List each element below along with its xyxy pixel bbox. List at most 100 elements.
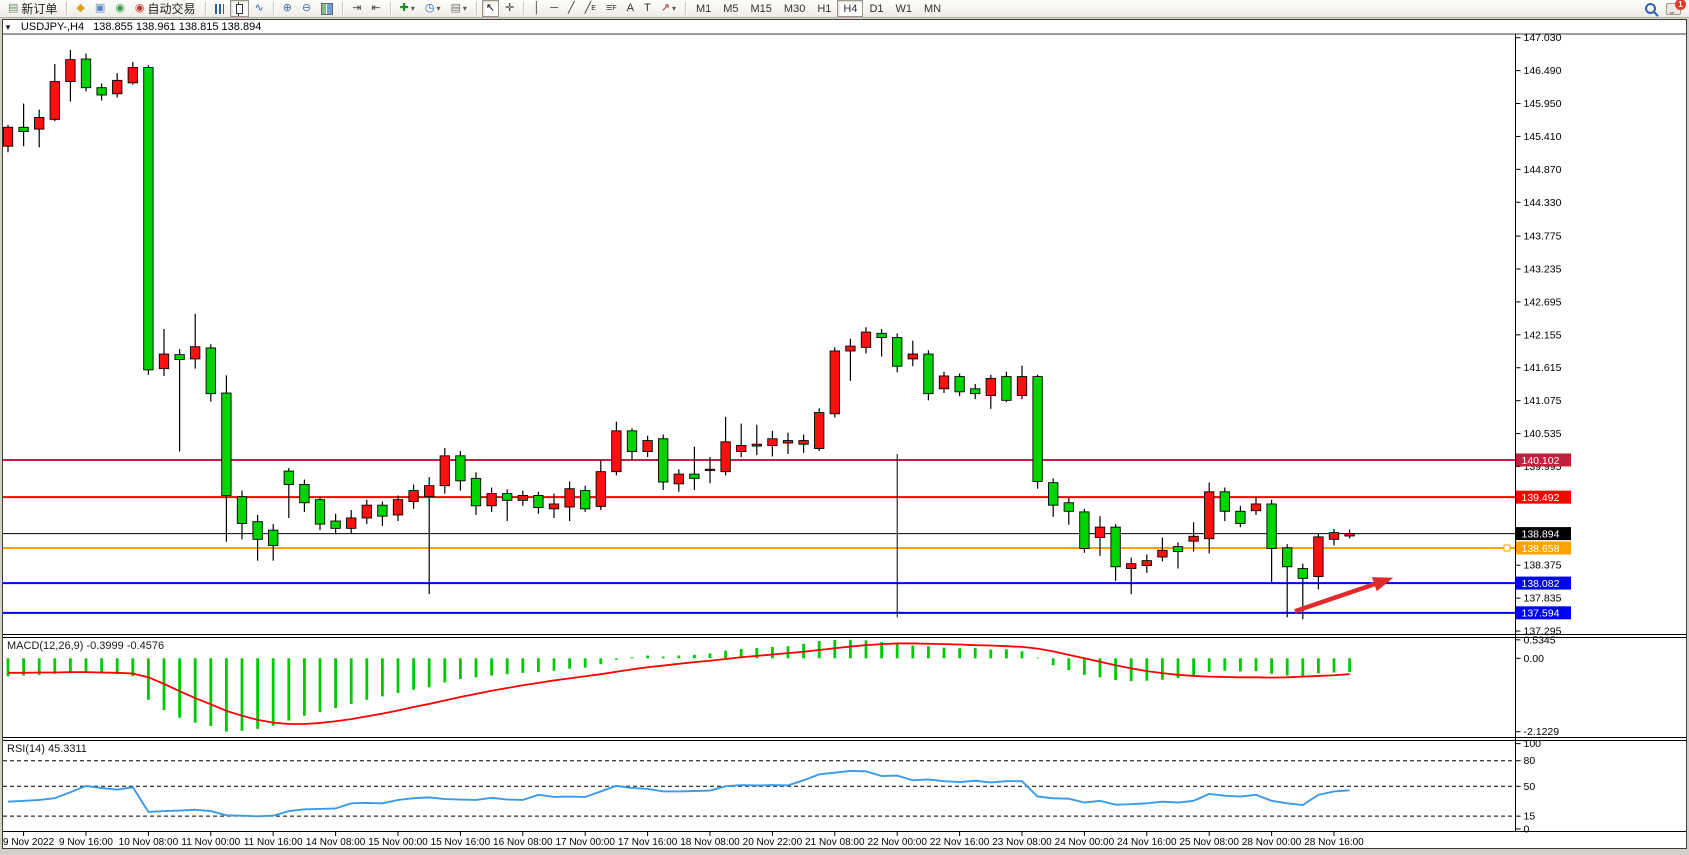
arrows-button[interactable]: ↗ ▾	[657, 0, 680, 17]
candle	[470, 477, 482, 507]
timeframe-h1-button[interactable]: H1	[817, 2, 832, 15]
trendline-button[interactable]: ╱	[564, 0, 579, 17]
timeframe-m1-button[interactable]: M1	[695, 2, 712, 15]
indicators-button[interactable]: ✚ ▾	[396, 0, 419, 17]
chevron-down-icon[interactable]: ▾	[410, 4, 415, 13]
horizontal-line-button[interactable]: ─	[546, 0, 562, 17]
rsi-pane[interactable]: RSI(14) 45.3311 100 80 50 150	[3, 738, 1541, 835]
time-label: 11 Nov 00:00	[181, 837, 240, 848]
svg-text:142.695: 142.695	[1524, 296, 1562, 308]
svg-text:80: 80	[1524, 755, 1536, 767]
candle	[1126, 563, 1137, 570]
chevron-down-icon[interactable]: ▾	[671, 4, 676, 13]
zoom-out-icon: ⊖	[301, 2, 312, 14]
candle	[533, 494, 544, 509]
hline-selection-handle[interactable]	[1503, 544, 1511, 552]
timeframe-w1-button[interactable]: W1	[895, 2, 913, 15]
market-button[interactable]: ▣	[91, 0, 109, 17]
chevron-down-icon[interactable]: ▾	[462, 4, 467, 13]
timeframe-m30-button[interactable]: M30	[783, 2, 806, 15]
macd-pane[interactable]: MACD(12,26,9) -0.3999 -0.4576 0.5345 0.00 -…	[6, 634, 1560, 738]
candle	[439, 455, 450, 487]
tile-windows-button[interactable]	[317, 0, 337, 17]
chart-symbol-title: USDJPY-,H4	[20, 21, 85, 33]
svg-text:0: 0	[1524, 823, 1530, 835]
svg-text:-2.1229: -2.1229	[1524, 726, 1560, 738]
candle	[252, 521, 263, 540]
collapse-triangle-icon[interactable]: ▼	[4, 22, 12, 32]
timeframe-mn-button[interactable]: MN	[924, 2, 942, 15]
zoom-in-button[interactable]: ⊕	[279, 0, 296, 17]
search-icon[interactable]	[1645, 3, 1656, 14]
candle	[96, 87, 107, 96]
autotrading-icon: ◉	[134, 2, 145, 14]
candle	[1313, 536, 1324, 577]
chart-header[interactable]: ▼ USDJPY-,H4 138.855 138.961 138.815 138…	[4, 21, 261, 33]
candle	[1032, 376, 1043, 482]
crosshair-button[interactable]: ✛	[501, 0, 518, 17]
new-order-button[interactable]: ▤ 新订单	[4, 0, 61, 17]
zoom-out-button[interactable]: ⊖	[298, 0, 315, 17]
fibonacci-button[interactable]: ≡ F	[605, 2, 617, 14]
chevron-down-icon[interactable]: ▾	[436, 4, 441, 13]
periods-icon: ◷	[424, 2, 435, 14]
candlesticks-button[interactable]	[229, 0, 249, 17]
candle	[424, 485, 435, 498]
price-axis[interactable]: 147.030 146.490 145.950 145.410 144.870 144.3…	[1515, 32, 1572, 832]
timeframe-m15-button[interactable]: M15	[750, 2, 772, 15]
text-button[interactable]: A	[623, 0, 638, 17]
candle	[486, 493, 497, 507]
candle	[1016, 376, 1028, 396]
svg-text:142.155: 142.155	[1524, 329, 1562, 341]
time-axis[interactable]: 9 Nov 2022 9 Nov 16:00 10 Nov 08:00 11 Nov …	[3, 831, 1364, 849]
time-label: 15 Nov 16:00	[431, 837, 491, 848]
horizontal-line-icon: ─	[550, 2, 559, 14]
candle	[595, 471, 606, 507]
candle	[174, 354, 185, 360]
equidistant-channel-button[interactable]: ╱ E	[584, 2, 596, 14]
timeframe-h4-button[interactable]: H4	[837, 0, 864, 17]
candles-layer[interactable]	[2, 49, 1355, 620]
candle	[346, 517, 357, 529]
candle	[814, 412, 825, 449]
chat-icon[interactable]: 1	[1666, 0, 1686, 15]
candle	[1204, 491, 1215, 540]
signals-button[interactable]: ◉	[111, 0, 129, 17]
candle	[127, 67, 138, 84]
candle	[314, 499, 326, 525]
candle	[392, 499, 404, 516]
timeframe-m5-button[interactable]: M5	[723, 2, 739, 15]
templates-button[interactable]: ▤ ▾	[446, 0, 470, 17]
vertical-line-button[interactable]: │	[529, 0, 544, 17]
cursor-button[interactable]: ↖	[481, 0, 500, 17]
toolbar-separator	[342, 2, 344, 15]
timeframe-d1-button[interactable]: D1	[869, 2, 884, 15]
time-label: 20 Nov 22:00	[743, 837, 803, 848]
candle	[829, 350, 840, 415]
candle	[112, 79, 123, 95]
svg-text:0.5345: 0.5345	[1524, 634, 1556, 646]
svg-text:138.375: 138.375	[1524, 560, 1562, 572]
text-label-button[interactable]: T	[640, 0, 655, 17]
svg-text:140.535: 140.535	[1524, 428, 1562, 440]
candle	[970, 388, 981, 395]
line-chart-button[interactable]: ∿	[251, 0, 268, 17]
hline-objects[interactable]	[3, 458, 1515, 614]
candle	[798, 440, 809, 445]
candle	[221, 392, 232, 496]
candle	[1344, 533, 1355, 537]
candle	[580, 490, 591, 510]
autotrading-button[interactable]: ◉ 自动交易	[131, 0, 200, 17]
periods-button[interactable]: ◷ ▾	[421, 0, 445, 17]
metaeditor-button[interactable]: ◆	[72, 0, 88, 17]
auto-scroll-button[interactable]: ⇥	[348, 0, 365, 17]
candle	[1079, 511, 1090, 549]
time-label: 18 Nov 08:00	[680, 837, 740, 848]
candle	[1001, 376, 1012, 401]
bar-chart-button[interactable]	[211, 0, 228, 17]
chart-shift-button[interactable]: ⇤	[367, 0, 384, 17]
candle	[642, 440, 653, 453]
arrow-annotation[interactable]	[1294, 577, 1394, 614]
candle	[1235, 510, 1246, 524]
